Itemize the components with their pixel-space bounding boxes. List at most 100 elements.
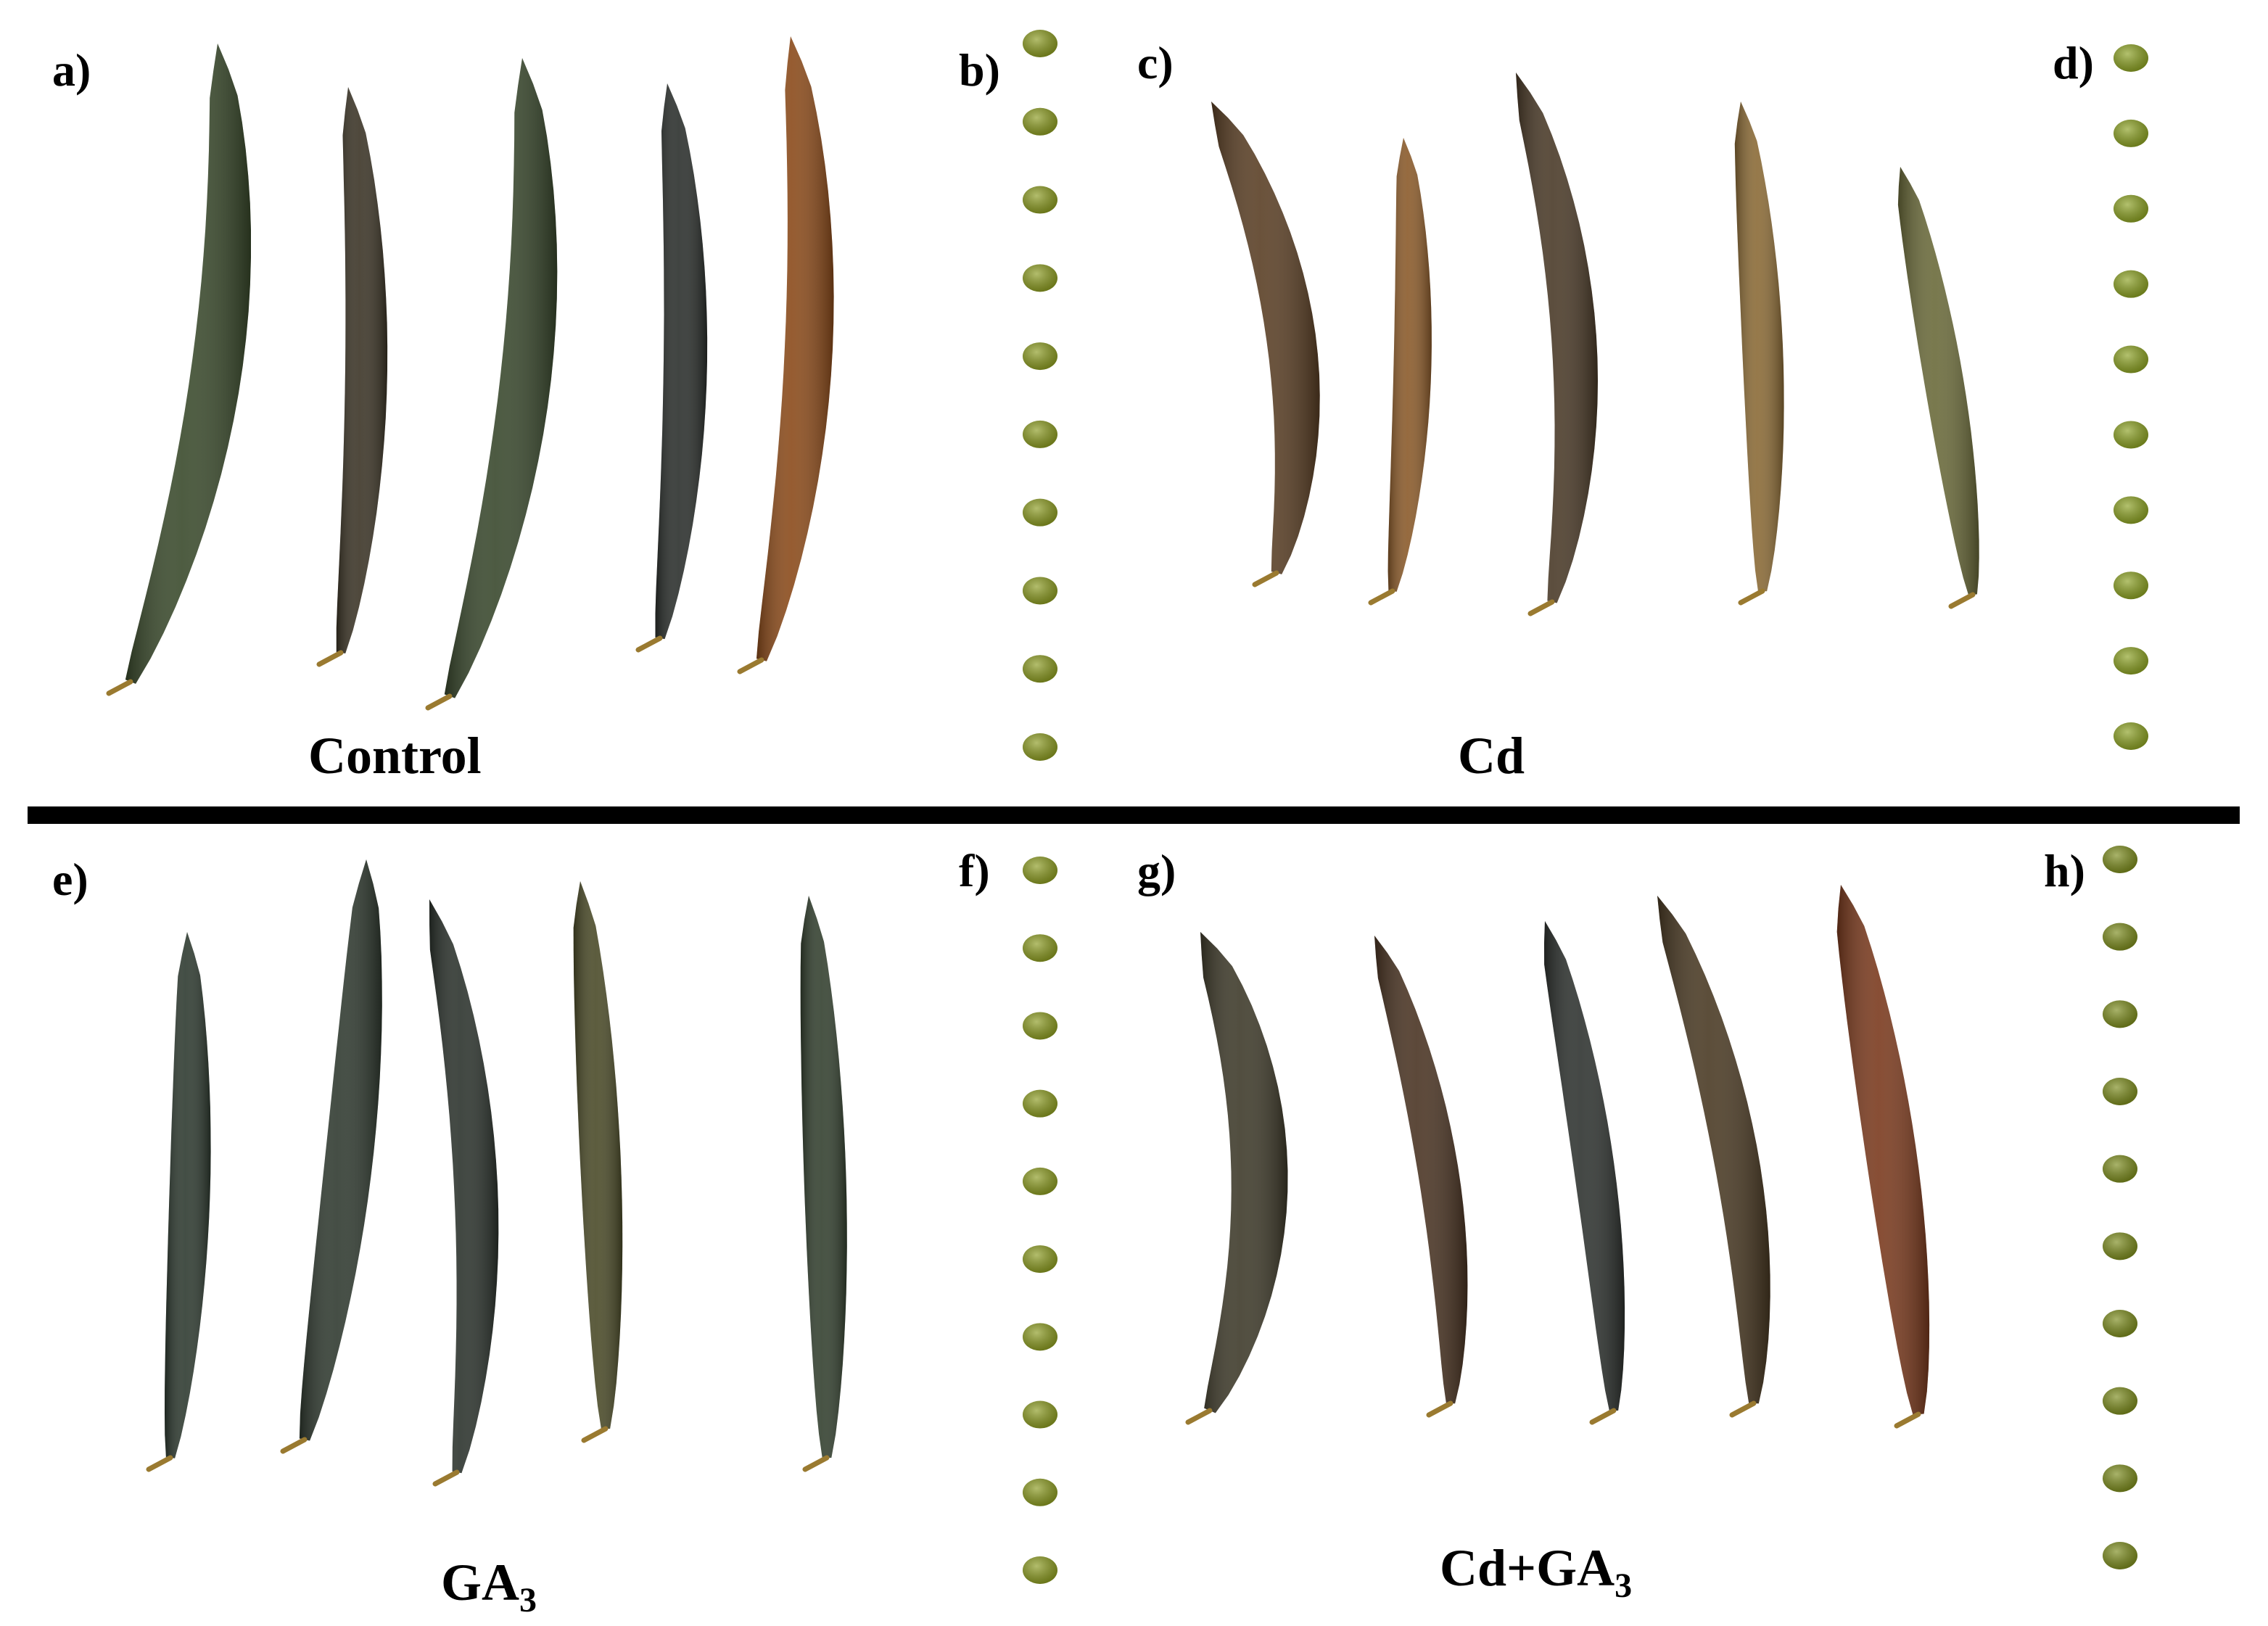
panel-label-g: g): [1137, 845, 1176, 896]
pod-shading: [165, 932, 211, 1458]
seed-shading: [1023, 857, 1057, 884]
seed-shading: [2114, 345, 2148, 374]
caption-control: Control: [308, 727, 482, 785]
pod-stem: [581, 1426, 609, 1443]
seed-shading: [1023, 1400, 1057, 1429]
seed-shading: [1023, 498, 1057, 527]
seed-shading: [1023, 655, 1057, 683]
pod-shading: [336, 87, 388, 653]
seed-shading: [1023, 107, 1057, 136]
seed-shading: [2103, 1310, 2137, 1337]
seed-shading: [2114, 270, 2148, 298]
caption-cd-ga3-subscript: 3: [1615, 1567, 1632, 1605]
pod-shading: [756, 36, 834, 661]
pod-shading: [1200, 932, 1288, 1414]
caption-cd-ga3-base: Cd+GA: [1440, 1539, 1615, 1597]
seed-shading: [2114, 421, 2148, 449]
seed-shading: [2103, 1000, 2137, 1028]
seed-shading: [2114, 496, 2148, 524]
panel-e-pods: [146, 859, 847, 1487]
pod-shading: [573, 881, 623, 1429]
panel-d-seeds: [2114, 44, 2148, 750]
seed-shading: [1023, 420, 1057, 448]
seed-shading: [2103, 1232, 2137, 1260]
seed-shading: [2114, 722, 2148, 750]
seed-shading: [1023, 1167, 1057, 1195]
seed-shading: [1023, 1245, 1057, 1274]
pod-stem: [1589, 1408, 1617, 1425]
pod-shading: [125, 44, 251, 684]
pod-shading: [1211, 102, 1320, 574]
seed-shading: [1023, 264, 1057, 292]
seed-shading: [2103, 1542, 2137, 1569]
panel-label-h: h): [2044, 845, 2085, 896]
pod-shading: [299, 859, 382, 1441]
caption-ga3-subscript: 3: [519, 1581, 537, 1619]
pod-stem: [1252, 570, 1279, 587]
pod-stem: [1894, 1411, 1921, 1429]
seed-shading: [1023, 30, 1057, 57]
seed-shading: [2114, 194, 2148, 223]
panel-label-f: f): [959, 845, 990, 896]
panel-label-d: d): [2053, 37, 2094, 88]
pod-shading: [1387, 138, 1432, 592]
panel-label-b: b): [959, 44, 1000, 96]
seed-shading: [2114, 571, 2148, 600]
pod-shading: [1897, 167, 1979, 595]
caption-ga3: GA3: [441, 1553, 537, 1619]
seed-shading: [2114, 44, 2148, 72]
pod-stem: [432, 1469, 460, 1487]
pod-stem: [1738, 588, 1765, 606]
pod-stem: [1948, 592, 1976, 609]
panel-f-seeds: [1023, 857, 1057, 1584]
pod-shading: [655, 83, 708, 640]
pod-stem: [1185, 1408, 1213, 1425]
seed-shading: [1023, 1012, 1057, 1040]
seed-shading: [2103, 1464, 2137, 1493]
seed-shading: [2103, 846, 2137, 873]
horizontal-divider: [28, 806, 2240, 824]
seed-shading: [1023, 733, 1057, 761]
seed-shading: [1023, 1323, 1057, 1351]
panel-label-e: e): [52, 854, 88, 905]
seed-shading: [2103, 1155, 2137, 1183]
panel-a-pods: [106, 36, 834, 711]
panel-c-pods: [1211, 73, 1979, 616]
pod-stem: [1368, 588, 1395, 606]
pod-stem: [146, 1455, 173, 1472]
panel-label-a: a): [52, 44, 91, 96]
seed-shading: [1023, 186, 1057, 214]
pod-shading: [1836, 885, 1930, 1415]
pod-shading: [800, 896, 847, 1458]
pod-stem: [106, 679, 133, 696]
seed-shading: [2103, 1387, 2137, 1415]
pod-shading: [1374, 936, 1468, 1404]
pod-shading: [444, 58, 558, 698]
pod-shading: [1657, 896, 1770, 1404]
seed-shading: [2103, 923, 2137, 951]
panel-b-seeds: [1023, 30, 1057, 761]
pod-shading: [429, 899, 499, 1474]
pod-stem: [280, 1437, 308, 1454]
seed-shading: [2103, 1078, 2137, 1105]
panel-h-seeds: [2103, 846, 2137, 1569]
pod-shading: [1734, 102, 1784, 592]
pod-stem: [316, 650, 344, 667]
seed-shading: [2114, 119, 2148, 147]
panel-label-c: c): [1137, 37, 1174, 88]
panel-g-pods: [1185, 885, 1930, 1429]
pod-stem: [1527, 599, 1555, 616]
caption-cd: Cd: [1458, 727, 1525, 785]
seed-shading: [1023, 934, 1057, 962]
caption-ga3-base: GA: [441, 1553, 519, 1611]
pod-stem: [1426, 1400, 1453, 1418]
seed-shading: [1023, 1089, 1057, 1118]
seed-shading: [2114, 647, 2148, 675]
pod-shading: [1516, 73, 1598, 603]
seed-shading: [1023, 342, 1057, 371]
pod-stem: [635, 635, 663, 653]
seed-shading: [1023, 1478, 1057, 1506]
pod-stem: [425, 693, 453, 711]
seed-shading: [1023, 577, 1057, 605]
